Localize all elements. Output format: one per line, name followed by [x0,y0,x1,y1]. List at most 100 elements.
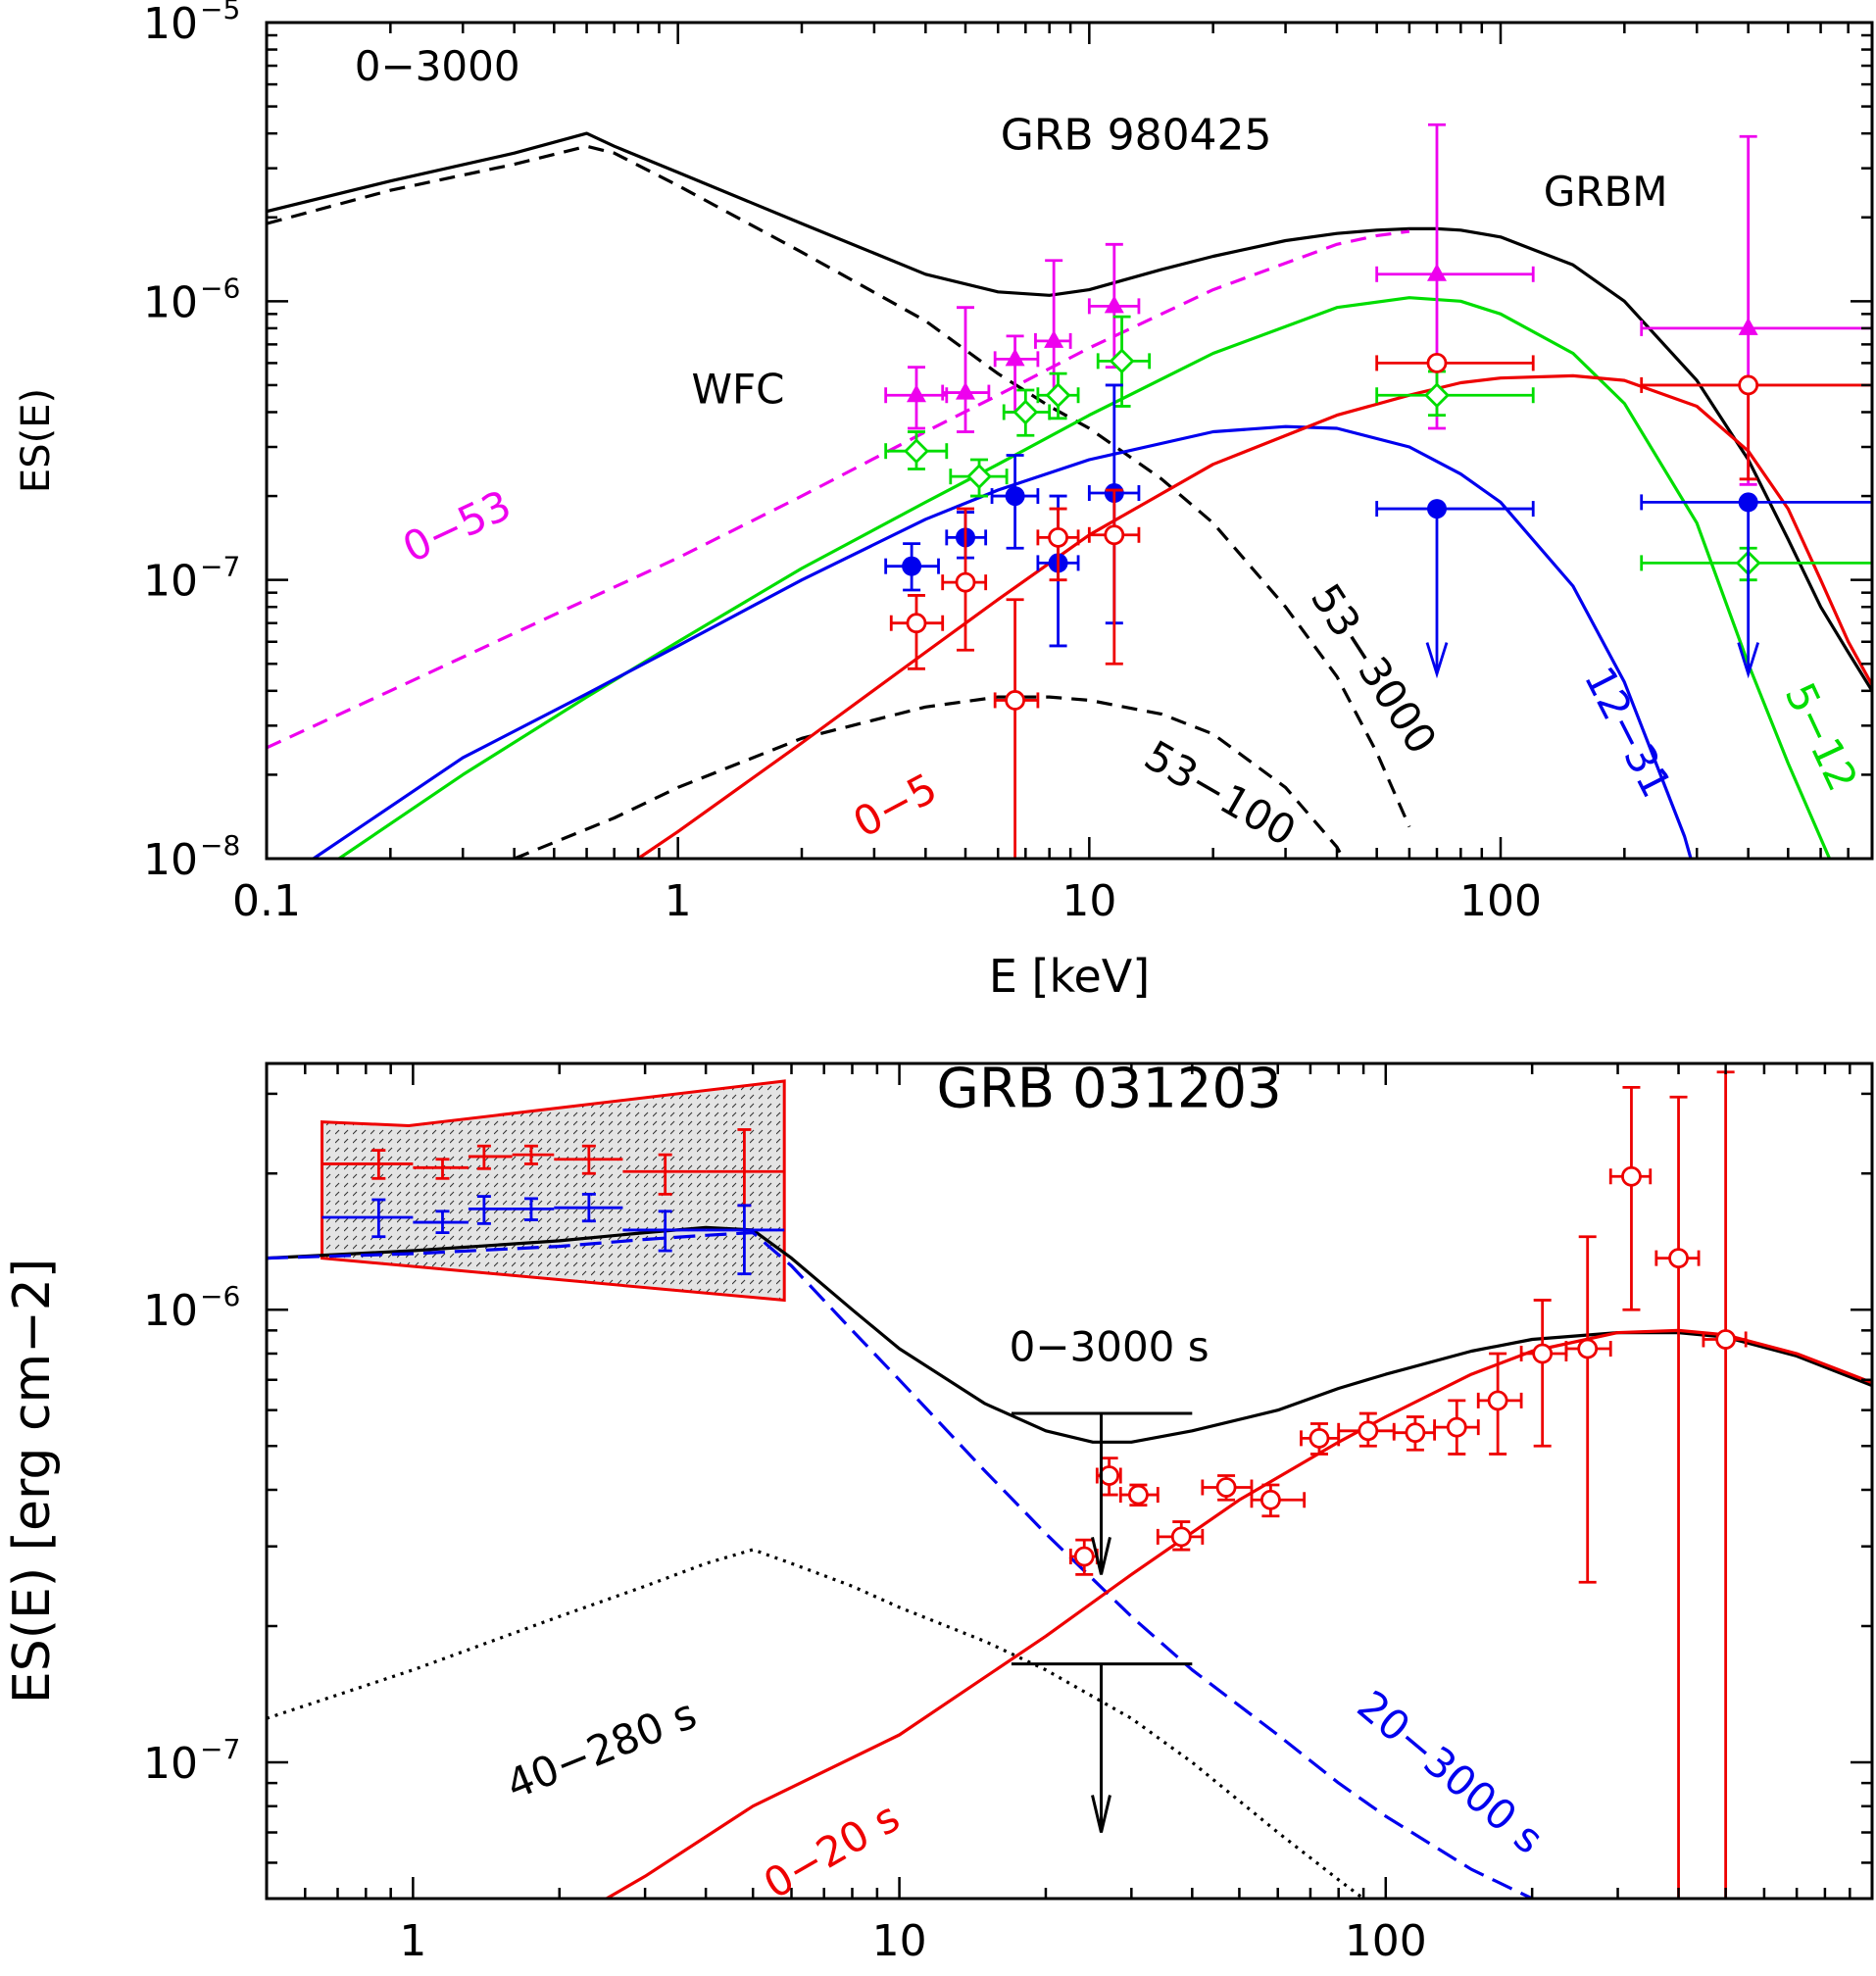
data-point [889,594,945,670]
series-line-1 [267,144,1411,828]
data-point [1608,1085,1653,1311]
data-point [1201,1474,1254,1502]
x-tick-label: 1 [665,876,692,926]
data-point [1433,1399,1480,1456]
circle-marker [1005,690,1026,711]
x-tick-label: 100 [1459,876,1542,926]
y-tick-label: 10 [143,1286,198,1336]
data-point [321,1198,414,1239]
triangle-marker [1738,317,1758,335]
circle-marker [1487,1390,1508,1411]
arrow-head [1737,642,1760,679]
data-point [884,366,949,430]
series-line-1 [267,1231,1537,1899]
data-point [1002,388,1052,437]
data-point [706,1204,785,1276]
data-point [1095,1457,1122,1497]
data-point [884,430,949,470]
y-tick-exponent: −6 [200,272,240,304]
circle-marker [1621,1165,1642,1187]
data-point [622,1210,707,1253]
series-line-6 [637,373,1872,859]
data-point [1476,1352,1523,1456]
y-axis-label: ES(E) [14,388,59,493]
y-tick-label: 10 [143,1739,198,1789]
arrow-head [1091,1537,1111,1575]
plot-frame [265,1062,1874,1901]
data-point [1087,488,1141,666]
data-point [512,1144,555,1165]
circle-marker [1577,1338,1599,1359]
data-point [941,507,988,652]
dot-marker [902,556,922,576]
data-point [1392,1415,1436,1452]
diamond-marker [966,464,993,490]
series-line-2 [267,1548,1365,1899]
circle-marker [906,613,927,634]
data-point [1096,315,1152,408]
data-point [1519,1299,1568,1448]
dot-marker [1738,492,1758,513]
data-point [1118,1483,1160,1507]
x-tick-label: 10 [872,1916,927,1966]
data-point [1068,1538,1099,1576]
data-point [884,542,940,592]
series-line-2 [514,695,1346,859]
data-point [1300,1422,1341,1456]
circle-marker [955,571,976,593]
circle-marker [1073,1546,1095,1567]
circle-marker [1104,524,1125,546]
circle-marker [1405,1422,1426,1444]
plot-area [267,123,1872,859]
triangle-marker [906,384,926,403]
data-point [468,1195,513,1225]
data-point [1087,242,1141,369]
upper-limit [1011,1662,1193,1833]
chart-title: GRB 980425 [1001,111,1272,161]
triangle-marker [1426,263,1447,281]
x-tick-label: 0.1 [232,876,301,926]
data-point [993,334,1040,414]
data-point [993,598,1040,859]
data-point [1564,1235,1612,1584]
series-line-0 [267,131,1872,692]
y-tick-exponent: −8 [200,829,240,862]
triangle-marker [1104,295,1124,314]
circle-marker [1308,1427,1330,1449]
circle-marker [1215,1477,1237,1498]
x-tick-label: 100 [1345,1916,1427,1966]
diamond-marker [1424,382,1450,409]
data-point [1036,371,1080,420]
plot-area [267,1070,1872,1899]
data-point [990,454,1040,550]
dot-marker [1005,486,1025,507]
data-point [413,1158,469,1180]
arrow-head [1425,642,1449,679]
circle-marker [1426,353,1448,373]
triangle-marker [956,381,976,400]
data-point [1640,374,1872,481]
data-point [1375,499,1535,679]
y-tick-label: 10 [143,277,198,327]
series-annotation: GRBM [1544,168,1668,216]
circle-marker [1715,1329,1737,1350]
circle-marker [1128,1484,1149,1506]
circle-marker [1048,526,1068,548]
y-tick-label: 10 [143,835,198,885]
diamond-marker [1045,382,1071,409]
series-line-4 [338,296,1832,859]
data-point [1654,1095,1701,1899]
dot-marker [1426,499,1447,519]
data-point [1250,1483,1307,1518]
upper-limit [1011,1411,1193,1575]
data-point [1036,507,1080,582]
diamond-marker [904,438,929,465]
data-point [941,306,991,433]
data-point [321,1149,414,1180]
series-line-5 [312,424,1693,859]
data-point [554,1144,623,1175]
x-tick-label: 10 [1061,876,1116,926]
circle-marker [1358,1420,1379,1442]
series-line-3 [267,229,1410,750]
